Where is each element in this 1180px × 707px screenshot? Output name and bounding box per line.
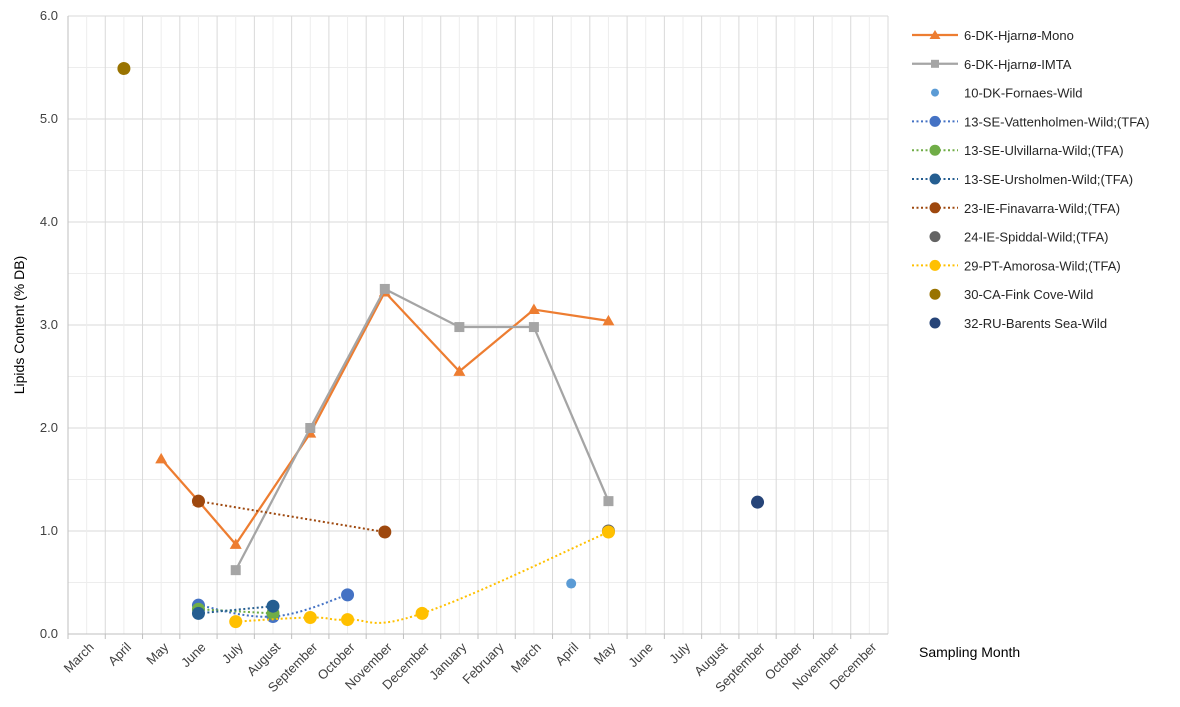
legend-label: 6-DK-Hjarnø-IMTA: [964, 57, 1072, 72]
legend-label: 10-DK-Fornaes-Wild: [964, 86, 1082, 101]
series-line: [160, 290, 609, 546]
legend-marker: [929, 115, 941, 127]
legend-label: 23-IE-Finavarra-Wild;(TFA): [964, 201, 1120, 216]
series-trend-line: [198, 593, 348, 618]
legend-entry: 13-SE-Ulvillarna-Wild;(TFA): [912, 143, 1124, 158]
legend-label: 24-IE-Spiddal-Wild;(TFA): [964, 230, 1108, 245]
legend-marker: [931, 88, 939, 97]
data-point: [191, 606, 205, 620]
y-axis-title: Lipids Content (% DB): [11, 256, 27, 395]
legend-marker: [931, 59, 939, 68]
y-tick-label: 5.0: [40, 111, 58, 126]
series-9: [229, 525, 615, 629]
legend-entry: 30-CA-Fink Cove-Wild: [929, 287, 1093, 302]
data-point: [191, 494, 205, 508]
legend-entry: 6-DK-Hjarnø-Mono: [912, 28, 1074, 43]
y-tick-label: 6.0: [40, 8, 58, 23]
data-point: [453, 365, 466, 376]
series-6: [191, 599, 280, 620]
data-point: [528, 322, 539, 333]
data-point: [230, 565, 241, 576]
data-point: [229, 615, 243, 629]
data-point: [341, 588, 355, 602]
data-point: [601, 525, 615, 539]
y-tick-label: 1.0: [40, 523, 58, 538]
data-point: [155, 452, 168, 464]
legend-marker: [929, 173, 941, 185]
series-7: [191, 494, 392, 539]
data-point: [266, 599, 280, 613]
legend-marker: [929, 231, 941, 243]
data-point: [454, 322, 465, 333]
y-tick-label: 4.0: [40, 214, 58, 229]
data-point: [602, 314, 615, 326]
legend-marker: [929, 288, 941, 300]
y-tick-label: 0.0: [40, 626, 58, 641]
data-point: [751, 495, 765, 509]
legend-entry: 13-SE-Vattenholmen-Wild;(TFA): [912, 114, 1149, 129]
legend-entry: 24-IE-Spiddal-Wild;(TFA): [929, 230, 1108, 245]
series-trend-line: [235, 531, 609, 624]
legend-entry: 23-IE-Finavarra-Wild;(TFA): [912, 201, 1120, 216]
legend-label: 32-RU-Barents Sea-Wild: [964, 316, 1107, 331]
legend-label: 13-SE-Ulvillarna-Wild;(TFA): [964, 143, 1124, 158]
data-point: [341, 613, 355, 627]
data-point: [117, 62, 131, 76]
legend-marker: [929, 259, 941, 271]
legend-label: 13-SE-Vattenholmen-Wild;(TFA): [964, 114, 1149, 129]
y-tick-label: 3.0: [40, 317, 58, 332]
legend-label: 6-DK-Hjarnø-Mono: [964, 28, 1074, 43]
data-point: [378, 525, 392, 539]
series-line: [234, 287, 610, 571]
series-10: [117, 62, 131, 76]
legend-label: 29-PT-Amorosa-Wild;(TFA): [964, 258, 1121, 273]
legend-marker: [929, 144, 941, 156]
legend-entry: 6-DK-Hjarnø-IMTA: [912, 57, 1072, 72]
series-2: [230, 283, 614, 576]
legend-entry: 29-PT-Amorosa-Wild;(TFA): [912, 258, 1121, 273]
legend-label: 30-CA-Fink Cove-Wild: [964, 287, 1093, 302]
data-point: [415, 606, 429, 620]
series-3: [566, 578, 577, 589]
legend-label: 13-SE-Ursholmen-Wild;(TFA): [964, 172, 1133, 187]
legend-entry: 32-RU-Barents Sea-Wild: [929, 316, 1107, 331]
data-point: [303, 611, 317, 625]
legend-marker: [929, 202, 941, 214]
legend-marker: [929, 30, 941, 39]
data-point: [229, 538, 242, 549]
data-point: [379, 283, 390, 294]
legend-entry: 13-SE-Ursholmen-Wild;(TFA): [912, 172, 1133, 187]
x-axis-title: Sampling Month: [919, 644, 1020, 660]
series-11: [751, 495, 765, 509]
data-point: [305, 423, 316, 433]
data-point: [527, 303, 540, 315]
data-point: [566, 578, 577, 589]
y-tick-label: 2.0: [40, 420, 58, 435]
legend-marker: [929, 317, 941, 329]
legend-entry: 10-DK-Fornaes-Wild: [931, 86, 1082, 101]
series-trend-line: [198, 500, 385, 534]
data-point: [603, 496, 614, 507]
